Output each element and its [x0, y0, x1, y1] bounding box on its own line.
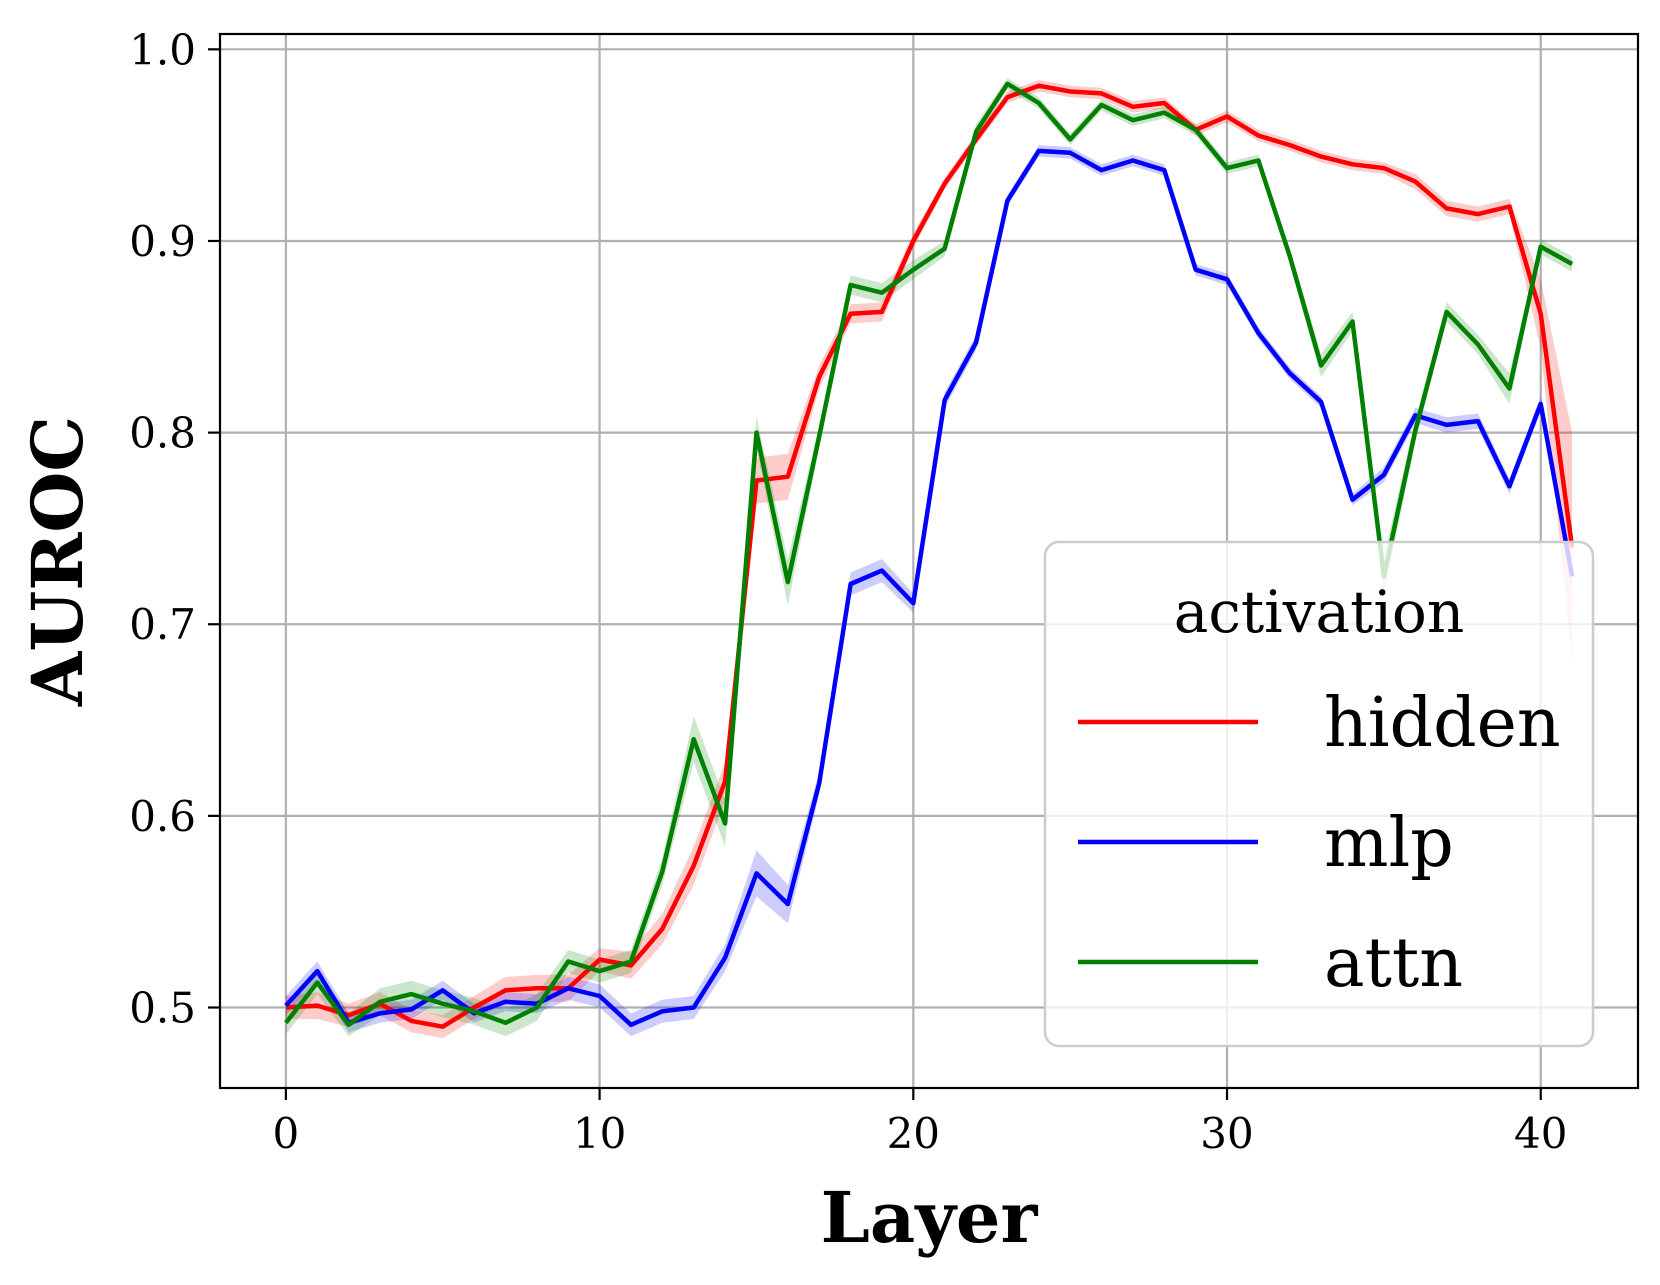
x-tick-label: 0	[273, 1109, 300, 1158]
y-axis-title: AUROC	[16, 416, 99, 707]
legend-box	[1043, 540, 1595, 1048]
x-tick-label: 10	[573, 1109, 626, 1158]
y-tick-label: 0.8	[129, 409, 196, 458]
x-axis-title: Layer	[821, 1176, 1039, 1259]
grid-lines	[220, 34, 1638, 1088]
series-line-attn	[284, 81, 1574, 1028]
legend-label-attn: attn	[1324, 924, 1463, 1003]
y-tick-label: 0.6	[129, 792, 196, 841]
y-tick-label: 0.9	[129, 217, 196, 266]
series-line-hidden	[285, 83, 1575, 1029]
y-tick-label: 0.7	[129, 600, 196, 649]
legend-entries: hidden mlp attn	[1078, 684, 1561, 1003]
legend-label-hidden: hidden	[1324, 684, 1561, 763]
x-tick-label: 20	[887, 1109, 940, 1158]
y-tick-label: 1.0	[129, 25, 196, 74]
x-axis-ticks: 0 10 20 30 40	[273, 1088, 1567, 1158]
legend-title: activation	[1174, 578, 1464, 646]
plot-frame	[218, 32, 1640, 1090]
x-tick-label: 30	[1200, 1109, 1253, 1158]
series-lines	[284, 81, 1575, 1029]
y-tick-label: 0.5	[129, 984, 196, 1033]
series-line-mlp	[284, 148, 1575, 1028]
legend-label-mlp: mlp	[1324, 804, 1454, 883]
y-axis-ticks: 0.5 0.6 0.7 0.8 0.9 1.0	[129, 25, 220, 1033]
legend: activation hidden mlp attn	[1043, 540, 1595, 1048]
x-tick-label: 40	[1514, 1109, 1567, 1158]
